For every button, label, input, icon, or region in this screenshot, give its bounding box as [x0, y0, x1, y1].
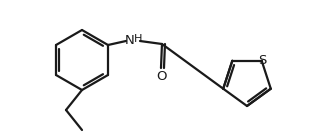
Text: N: N	[125, 35, 135, 47]
Text: H: H	[134, 34, 142, 44]
Text: S: S	[258, 54, 267, 67]
Text: O: O	[157, 69, 167, 83]
